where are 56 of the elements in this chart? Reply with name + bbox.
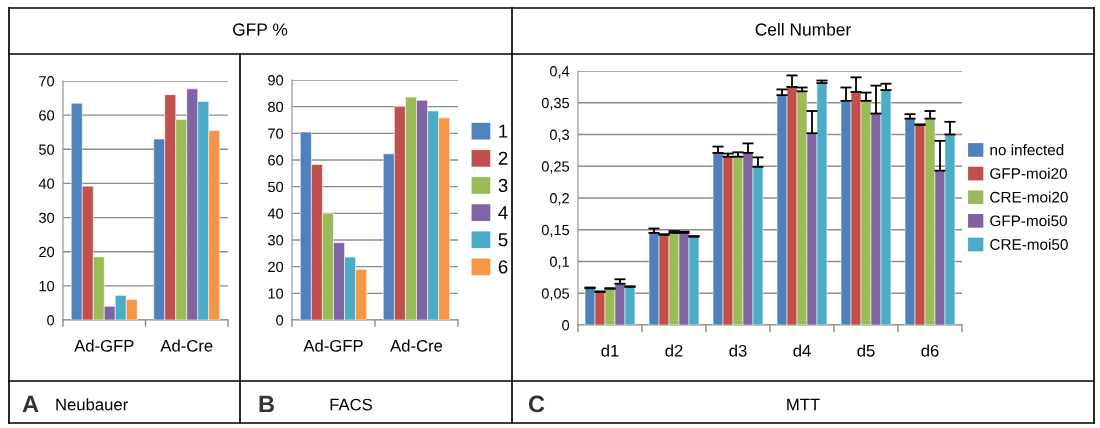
x-tick-label: Ad-Cre <box>390 339 443 352</box>
legend-label: 4 <box>498 206 508 220</box>
y-tick-label: 30 <box>39 212 55 223</box>
y-tick-label: 40 <box>267 208 284 219</box>
text: MTT <box>787 398 820 411</box>
x-tick-label: d5 <box>857 344 875 357</box>
y-tick-label: 0,05 <box>541 288 570 301</box>
y-tick-label: 60 <box>268 155 284 166</box>
x-tick-label: d2 <box>665 344 683 357</box>
y-tick-label: 0,3 <box>549 129 570 142</box>
legend-label: 5 <box>498 233 508 247</box>
y-tick-label: 50 <box>39 144 55 155</box>
y-tick-label: 90 <box>268 75 284 86</box>
chart-title: Cell Number <box>755 22 851 36</box>
text: A <box>22 395 39 413</box>
legend-label: GFP-moi20 <box>990 167 1067 179</box>
y-tick-label: 20 <box>268 261 284 273</box>
legend-label: GFP-moi50 <box>990 215 1067 227</box>
text: B <box>259 395 274 413</box>
x-tick-label: d1 <box>601 344 619 357</box>
y-tick-label: 0,1 <box>549 256 569 269</box>
y-tick-label: 0,4 <box>549 66 570 79</box>
y-tick-label: 10 <box>268 288 284 299</box>
legend-label: no infected <box>990 144 1064 156</box>
text: Neubauer <box>56 398 128 411</box>
x-tick-label: d3 <box>729 344 747 357</box>
x-tick-label: d6 <box>921 344 939 357</box>
legend-label: 2 <box>498 151 508 165</box>
y-tick-label: 0,35 <box>541 97 570 110</box>
y-tick-label: 10 <box>39 280 55 292</box>
chart-title: GFP % <box>233 23 288 36</box>
legend-label: CRE-moi20 <box>990 191 1068 203</box>
y-tick-label: 0 <box>562 320 570 331</box>
x-tick-label: Ad-GFP <box>303 339 363 352</box>
y-tick-label: 0 <box>276 315 284 326</box>
text: FACS <box>330 398 372 411</box>
y-tick-label: 70 <box>39 76 55 87</box>
y-tick-label: 80 <box>268 101 284 113</box>
y-tick-label: 60 <box>39 110 55 121</box>
x-tick-label: Ad-GFP <box>74 339 134 352</box>
y-tick-label: 50 <box>268 181 284 193</box>
legend-label: 3 <box>498 178 508 193</box>
y-tick-label: 30 <box>268 235 284 246</box>
y-tick-label: 0 <box>47 315 55 326</box>
legend-label: CRE-moi50 <box>990 238 1068 250</box>
y-tick-label: 0,15 <box>541 224 570 237</box>
x-tick-label: Ad-Cre <box>160 339 213 352</box>
y-tick-label: 70 <box>268 128 284 139</box>
y-tick-label: 0,25 <box>541 161 570 174</box>
legend-label: 1 <box>499 124 508 138</box>
y-tick-label: 0,2 <box>549 193 569 206</box>
legend-label: 6 <box>498 260 508 274</box>
y-tick-label: 20 <box>39 246 55 258</box>
x-tick-label: d4 <box>793 344 811 357</box>
y-tick-label: 40 <box>38 178 55 189</box>
text: C <box>528 395 545 413</box>
